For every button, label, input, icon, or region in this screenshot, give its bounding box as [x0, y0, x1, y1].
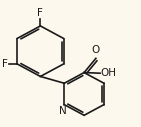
- Text: F: F: [2, 59, 8, 69]
- Text: N: N: [59, 106, 67, 116]
- Text: OH: OH: [101, 68, 117, 78]
- Text: F: F: [38, 7, 43, 18]
- Text: O: O: [92, 45, 100, 55]
